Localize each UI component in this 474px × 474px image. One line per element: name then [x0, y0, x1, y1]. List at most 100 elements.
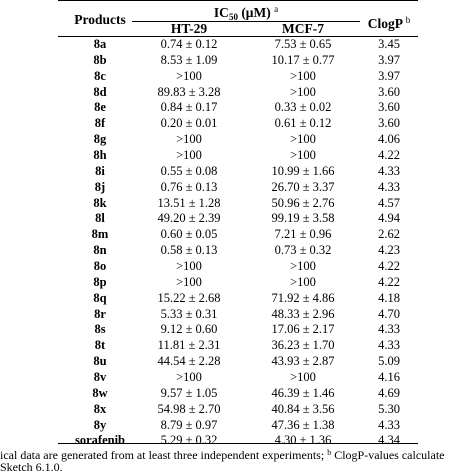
ht29-cell: 5.33 ± 0.31 [160, 306, 218, 321]
ht29-cell: 0.76 ± 0.13 [160, 179, 218, 194]
table-row: 8c >100 >100 3.97 [58, 69, 418, 85]
mcf7-cell: >100 [290, 148, 316, 163]
clogp-cell: 4.33 [378, 179, 400, 194]
mcf7-cell: 7.21 ± 0.96 [274, 227, 332, 242]
clogp-cell: 4.22 [378, 259, 400, 274]
clogp-cell: 4.22 [378, 148, 400, 163]
ht29-cell: 49.20 ± 2.39 [157, 211, 221, 226]
mcf7-cell: 43.93 ± 2.87 [271, 354, 335, 369]
table-body: 8a 0.74 ± 0.12 7.53 ± 0.65 3.45 8b 8.53 ± 1.0… [58, 37, 418, 449]
mcf7-cell: >100 [290, 68, 316, 83]
mcf7-cell: 99.19 ± 3.58 [271, 211, 335, 226]
mcf7-cell: 40.84 ± 3.56 [271, 401, 335, 416]
mcf7-cell: >100 [290, 132, 316, 147]
ht29-cell: 44.54 ± 2.28 [157, 354, 221, 369]
mcf7-cell: 71.92 ± 4.86 [271, 290, 335, 305]
clogp-cell: 4.06 [378, 132, 400, 147]
product-cell: 8p [93, 274, 107, 289]
ht29-header: HT-29 [170, 21, 208, 36]
product-cell: 8u [93, 354, 107, 369]
ic50-sub-rule [132, 21, 360, 22]
ht29-cell: >100 [176, 148, 202, 163]
ic50-prefix: IC [213, 5, 229, 20]
footnote-text-a: ical data are generated from at least th… [0, 448, 328, 462]
product-cell: 8j [94, 179, 106, 194]
mcf7-cell: 46.39 ± 1.46 [271, 385, 335, 400]
clogp-cell: 5.09 [378, 354, 400, 369]
ic50-footnote-marker: a [274, 4, 279, 14]
product-cell: 8n [93, 243, 107, 258]
clogp-cell: 4.23 [378, 243, 400, 258]
mcf7-cell: 0.61 ± 0.12 [274, 116, 332, 131]
table-row: 8m 0.60 ± 0.05 7.21 ± 0.96 2.62 [58, 227, 418, 243]
mcf7-header: MCF-7 [282, 21, 324, 36]
product-cell: 8l [95, 211, 105, 226]
ht29-cell: >100 [176, 274, 202, 289]
table-row: 8y 8.79 ± 0.97 47.36 ± 1.38 4.33 [58, 418, 418, 434]
table-row: 8b 8.53 ± 1.09 10.17 ± 0.77 3.97 [58, 53, 418, 69]
clogp-cell: 4.18 [378, 290, 400, 305]
ht29-cell: 13.51 ± 1.28 [157, 195, 221, 210]
product-cell: 8d [93, 84, 107, 99]
product-cell: 8h [93, 148, 107, 163]
clogp-header: ClogP b [360, 12, 418, 32]
clogp-cell: 2.62 [378, 227, 400, 242]
ht29-cell: >100 [176, 259, 202, 274]
table-row: 8k 13.51 ± 1.28 50.96 ± 2.76 4.57 [58, 196, 418, 212]
mcf7-cell: 48.33 ± 2.96 [271, 306, 335, 321]
bottom-rule [58, 443, 418, 444]
header-rule [58, 36, 418, 37]
clogp-cell: 4.33 [378, 163, 400, 178]
ht29-cell: 9.12 ± 0.60 [160, 322, 218, 337]
clogp-cell: 4.33 [378, 417, 400, 432]
clogp-label: ClogP [367, 16, 406, 31]
product-cell: 8y [93, 417, 107, 432]
ht29-cell: 0.55 ± 0.08 [160, 163, 218, 178]
table-row: 8o >100 >100 4.22 [58, 259, 418, 275]
table-row: 8i 0.55 ± 0.08 10.99 ± 1.66 4.33 [58, 164, 418, 180]
product-cell: 8a [93, 37, 107, 51]
product-cell: 8r [94, 306, 106, 321]
ht29-cell: 0.74 ± 0.12 [160, 37, 218, 51]
table-row: 8t 11.81 ± 2.31 36.23 ± 1.70 4.33 [58, 338, 418, 354]
clogp-cell: 3.60 [378, 116, 400, 131]
product-cell: 8e [94, 100, 106, 115]
clogp-cell: 4.70 [378, 306, 400, 321]
clogp-cell: 5.30 [378, 401, 400, 416]
clogp-cell: 4.33 [378, 338, 400, 353]
clogp-footnote-marker: b [405, 15, 411, 25]
top-rule [58, 0, 418, 1]
clogp-cell: 4.16 [378, 370, 400, 385]
mcf7-cell: >100 [290, 84, 316, 99]
product-cell: 8i [95, 163, 105, 178]
product-cell: 8o [93, 259, 107, 274]
footnote-line-1: ical data are generated from at least th… [0, 446, 474, 462]
ht29-cell: 11.81 ± 2.31 [157, 338, 221, 353]
mcf7-cell: 7.53 ± 0.65 [274, 37, 332, 51]
footnote-text-b: ClogP-values calculate [331, 448, 445, 462]
table-row: 8g >100 >100 4.06 [58, 132, 418, 148]
mcf7-cell: >100 [290, 274, 316, 289]
mcf7-cell: 47.36 ± 1.38 [271, 417, 335, 432]
table-row: 8n 0.58 ± 0.13 0.73 ± 0.32 4.23 [58, 243, 418, 259]
product-cell: 8s [94, 322, 106, 337]
table-row: 8w 9.57 ± 1.05 46.39 ± 1.46 4.69 [58, 386, 418, 402]
ht29-cell: 54.98 ± 2.70 [157, 401, 221, 416]
ht29-cell: 15.22 ± 2.68 [157, 290, 221, 305]
mcf7-cell: 50.96 ± 2.76 [271, 195, 335, 210]
table-row: 8r 5.33 ± 0.31 48.33 ± 2.96 4.70 [58, 307, 418, 323]
mcf7-cell: 10.99 ± 1.66 [271, 163, 335, 178]
clogp-cell: 3.97 [378, 52, 400, 67]
mcf7-cell: 0.33 ± 0.02 [274, 100, 332, 115]
table-row: 8u 44.54 ± 2.28 43.93 ± 2.87 5.09 [58, 354, 418, 370]
ht29-cell: 0.84 ± 0.17 [160, 100, 218, 115]
clogp-cell: 3.97 [378, 68, 400, 83]
mcf7-cell: >100 [290, 370, 316, 385]
ht29-cell: >100 [176, 370, 202, 385]
product-cell: 8f [94, 116, 106, 131]
clogp-cell: 4.33 [378, 322, 400, 337]
table-row: 8x 54.98 ± 2.70 40.84 ± 3.56 5.30 [58, 402, 418, 418]
table-row: 8h >100 >100 4.22 [58, 148, 418, 164]
mcf7-cell: 10.17 ± 0.77 [271, 52, 335, 67]
